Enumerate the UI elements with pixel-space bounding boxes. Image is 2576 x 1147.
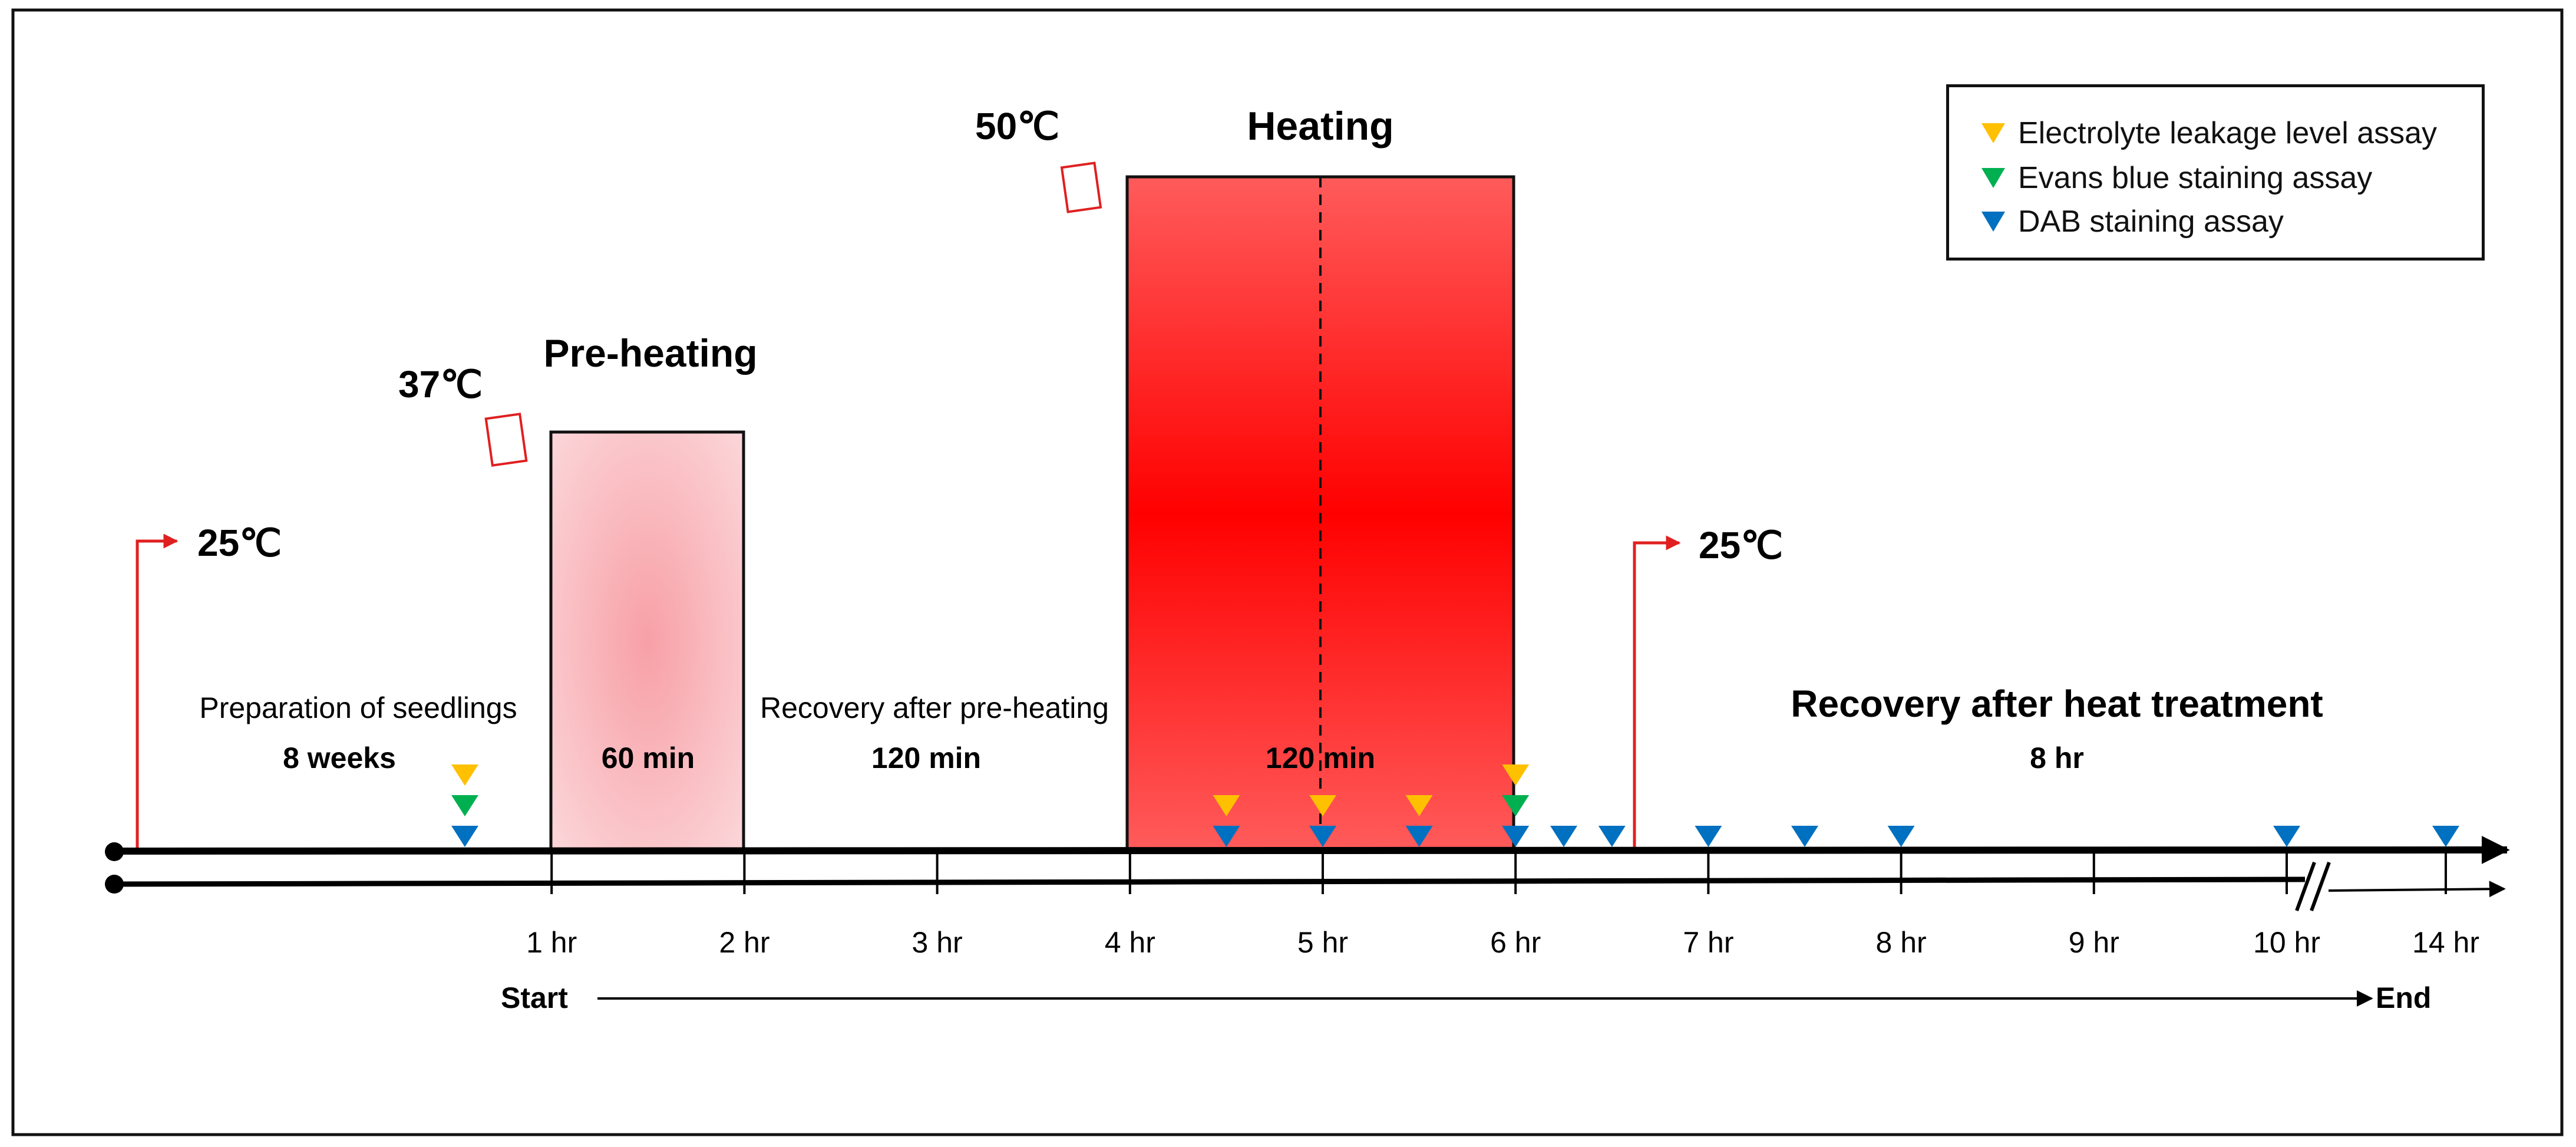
leakage-marker-icon bbox=[1981, 123, 2005, 143]
axis-start-dot-top bbox=[105, 842, 124, 861]
dab-marker-icon bbox=[1981, 212, 2005, 232]
axis-break-mark-1 bbox=[2295, 861, 2316, 912]
tick-label: 8 hr bbox=[1876, 926, 1927, 959]
leakage-marker bbox=[1213, 795, 1240, 816]
dab-marker bbox=[1598, 826, 1626, 847]
evans-swatch bbox=[1981, 168, 2005, 188]
temp-50-label: 50℃ bbox=[975, 105, 1059, 147]
legend-item-evans: Evans blue staining assay bbox=[1981, 160, 2372, 196]
temp-box-37 bbox=[484, 413, 528, 467]
dab-marker bbox=[1791, 826, 1818, 847]
leakage-swatch bbox=[1981, 123, 2005, 143]
temp-25-start-label: 25℃ bbox=[197, 522, 282, 564]
recovery-pre-label: Recovery after pre-heating bbox=[760, 691, 1109, 724]
temp-37-label: 37℃ bbox=[398, 363, 483, 406]
tick-label: 3 hr bbox=[912, 926, 963, 959]
assay-markers bbox=[451, 764, 2459, 847]
tick-label: 1 hr bbox=[526, 926, 577, 959]
timeline-axis-top bbox=[114, 836, 2510, 865]
temp-25-end-label: 25℃ bbox=[1699, 524, 1783, 566]
axis-ticks: 1 hr 2 hr 3 hr 4 hr 5 hr 6 hr 7 hr 8 hr 9 hr 10 h… bbox=[526, 851, 2479, 959]
recovery-heat-duration: 8 hr bbox=[2030, 741, 2084, 774]
axis-break-mark-2 bbox=[2310, 861, 2331, 912]
heating-title: Heating bbox=[1247, 104, 1393, 149]
dab-marker bbox=[451, 826, 478, 847]
tick-label: 9 hr bbox=[2069, 926, 2119, 959]
dab-marker bbox=[1695, 826, 1722, 847]
recovery-heat-label: Recovery after heat treatment bbox=[1791, 683, 2323, 725]
dab-marker bbox=[1213, 826, 1240, 847]
dab-marker bbox=[2432, 826, 2459, 847]
dab-marker bbox=[1502, 826, 1530, 847]
legend-item-dab: DAB staining assay bbox=[1981, 204, 2284, 239]
leakage-marker bbox=[1405, 795, 1433, 816]
timeline-axis-bottom-left bbox=[114, 876, 2306, 887]
evans-marker bbox=[451, 795, 478, 816]
dab-marker bbox=[1550, 826, 1577, 847]
tick-label: 10 hr bbox=[2253, 926, 2320, 959]
figure-frame bbox=[11, 8, 2564, 1136]
dab-marker bbox=[2273, 826, 2300, 847]
preheat-duration: 60 min bbox=[602, 741, 695, 774]
legend-label-evans: Evans blue staining assay bbox=[2018, 161, 2373, 195]
tick-label: 5 hr bbox=[1297, 926, 1348, 959]
leakage-marker bbox=[1309, 795, 1336, 816]
leakage-marker bbox=[1502, 764, 1530, 786]
tick-label: 7 hr bbox=[1683, 926, 1733, 959]
dab-marker bbox=[1887, 826, 1915, 847]
preheating-block bbox=[549, 430, 745, 852]
legend: Electrolyte leakage level assay Evans bl… bbox=[1946, 84, 2485, 261]
leakage-marker bbox=[451, 764, 478, 786]
tick-label: 2 hr bbox=[719, 926, 770, 959]
temp-box-50 bbox=[1060, 161, 1102, 213]
prep-duration: 8 weeks bbox=[283, 741, 396, 774]
evans-marker bbox=[1502, 795, 1530, 816]
timeline-axis-bottom-right bbox=[2328, 881, 2506, 898]
tick-label: 14 hr bbox=[2412, 926, 2479, 959]
start-temp-arrow bbox=[136, 533, 179, 851]
end-temp-arrow bbox=[1633, 535, 1681, 851]
legend-label-leakage: Electrolyte leakage level assay bbox=[2018, 116, 2438, 150]
dab-marker bbox=[1405, 826, 1433, 847]
prep-label: Preparation of seedlings bbox=[199, 691, 517, 724]
end-label: End bbox=[2376, 981, 2431, 1014]
recovery-pre-duration: 120 min bbox=[871, 741, 981, 774]
preheating-title: Pre-heating bbox=[543, 331, 757, 375]
tick-label: 6 hr bbox=[1490, 926, 1541, 959]
evans-marker-icon bbox=[1981, 168, 2005, 188]
start-label: Start bbox=[501, 981, 568, 1014]
legend-label-dab: DAB staining assay bbox=[2018, 205, 2284, 239]
heat-duration: 120 min bbox=[1266, 741, 1375, 774]
dab-swatch bbox=[1981, 212, 2005, 232]
legend-item-leakage: Electrolyte leakage level assay bbox=[1981, 116, 2437, 151]
tick-label: 4 hr bbox=[1105, 926, 1155, 959]
dab-marker bbox=[1309, 826, 1336, 847]
